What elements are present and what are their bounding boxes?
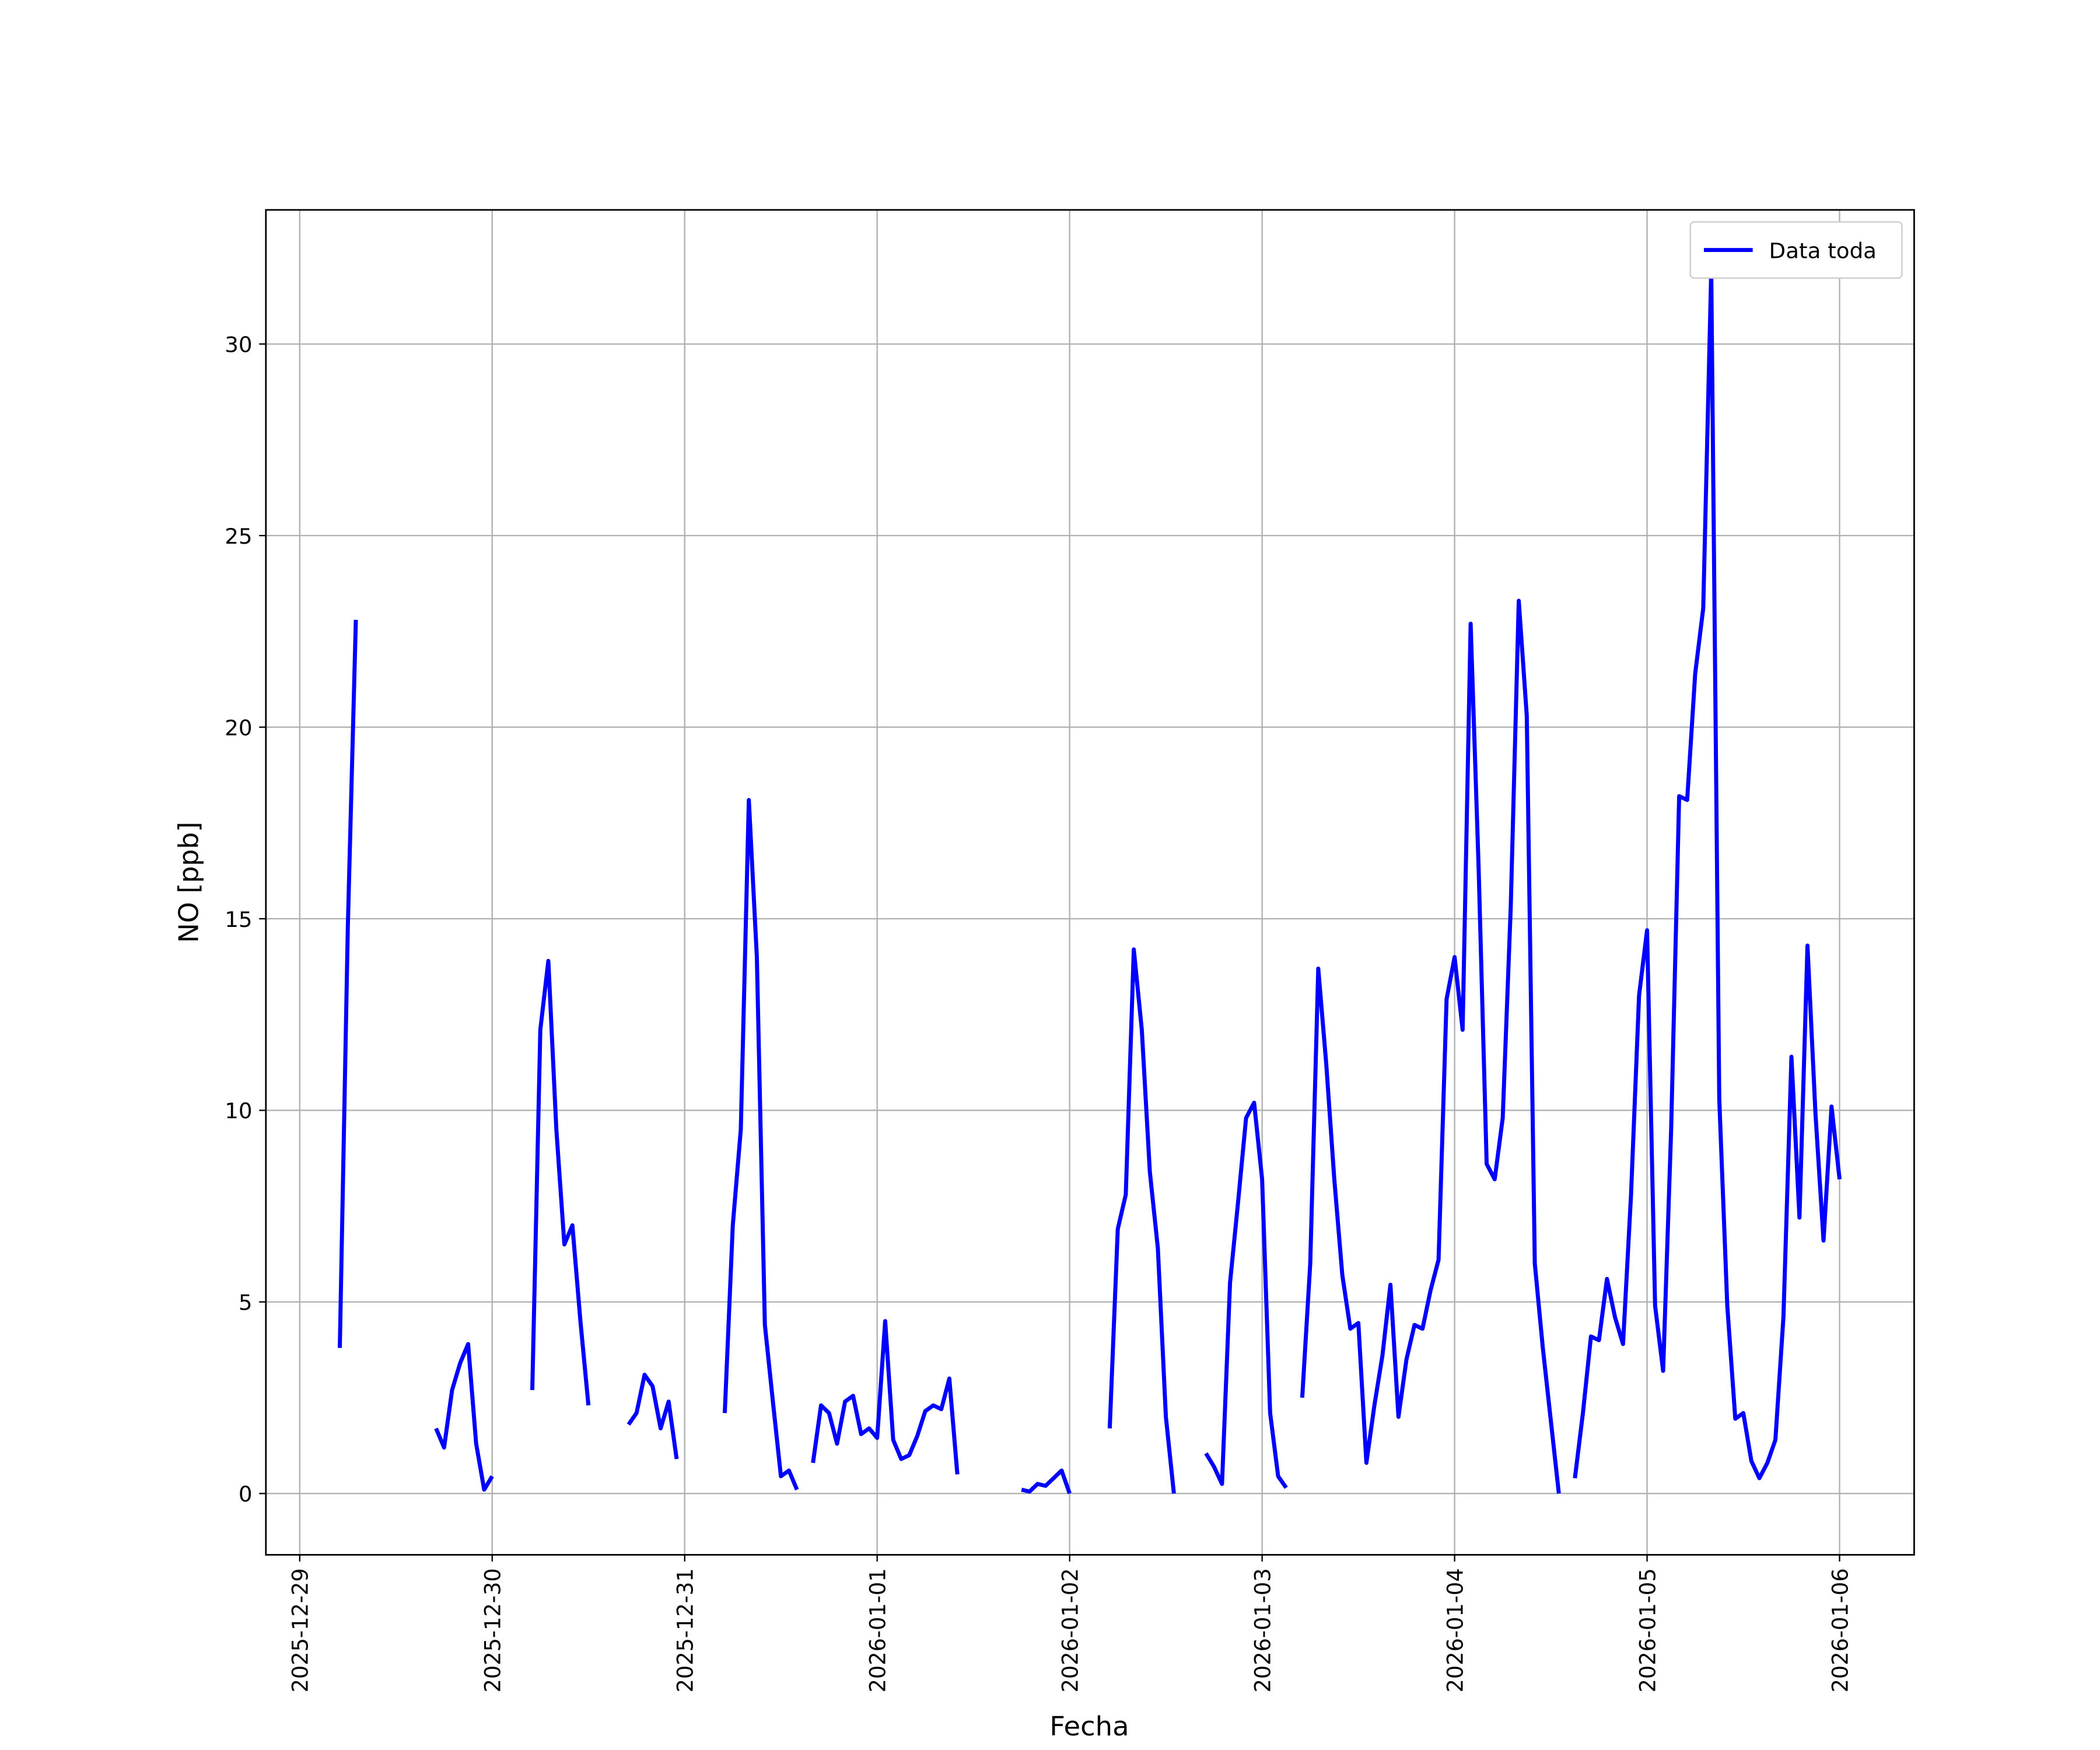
x-tick-label: 2026-01-05 [1635, 1568, 1660, 1692]
y-tick-label: 30 [225, 332, 252, 358]
y-tick-label: 10 [225, 1098, 252, 1124]
y-tick-label: 0 [239, 1482, 253, 1507]
y-tick-label: 20 [225, 716, 252, 741]
x-tick-label: 2025-12-29 [288, 1568, 313, 1692]
x-tick-label: 2025-12-31 [673, 1568, 698, 1692]
y-axis-label: NO [ppb] [173, 822, 204, 943]
x-tick-label: 2026-01-02 [1058, 1568, 1083, 1692]
x-tick-label: 2026-01-01 [865, 1568, 890, 1692]
legend-label: Data toda [1769, 239, 1877, 264]
x-tick-label: 2026-01-04 [1443, 1568, 1468, 1692]
legend-box [1689, 221, 1903, 279]
x-tick-label: 2026-01-03 [1250, 1568, 1275, 1692]
plot-frame [265, 209, 1915, 1556]
x-tick-label: 2025-12-30 [480, 1568, 505, 1692]
y-tick-label: 5 [239, 1290, 253, 1315]
y-tick-label: 15 [225, 907, 252, 932]
x-tick-label: 2026-01-06 [1828, 1568, 1853, 1692]
x-axis-label: Fecha [1049, 1710, 1129, 1742]
y-tick-label: 25 [225, 524, 252, 549]
data-line [338, 269, 1842, 1494]
